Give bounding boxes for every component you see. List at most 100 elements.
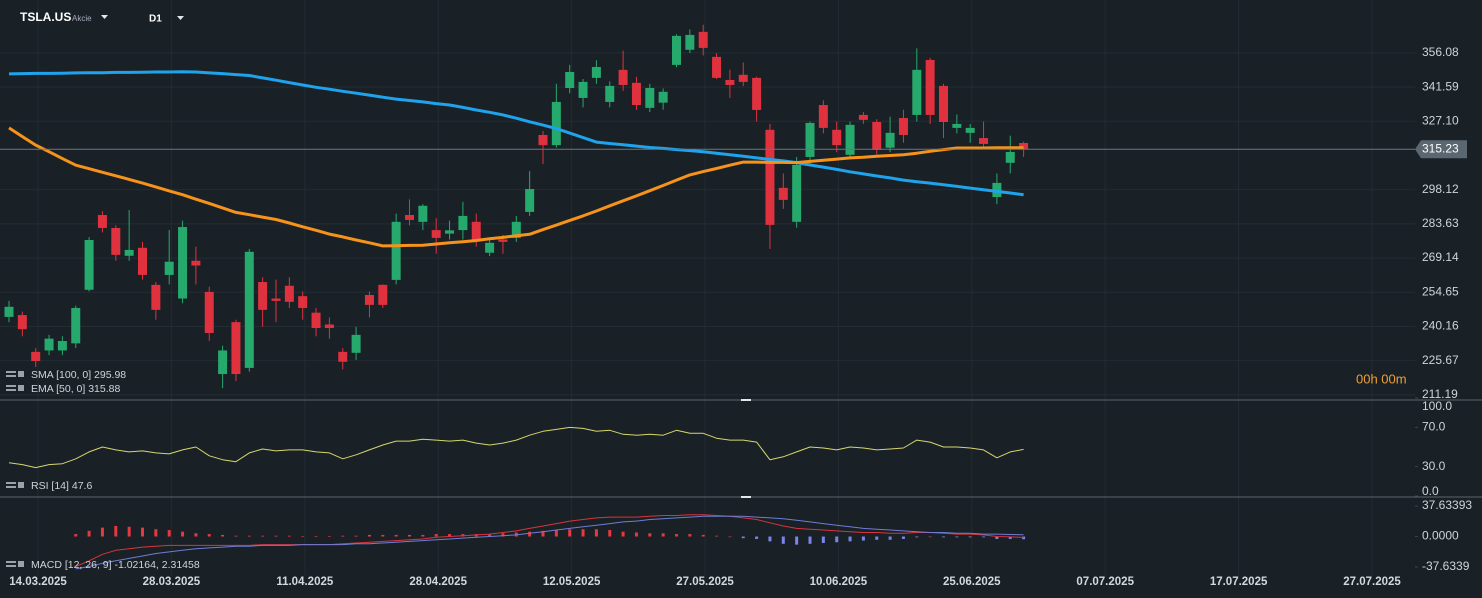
candle-body <box>538 134 548 146</box>
histogram-bar <box>875 536 879 540</box>
candle-body <box>364 294 374 305</box>
histogram-bar <box>367 534 371 537</box>
date-label: 10.06.2025 <box>810 576 868 588</box>
date-label: 27.05.2025 <box>676 576 734 588</box>
candle-body <box>204 291 214 333</box>
candle-body <box>284 285 294 302</box>
indicator-line <box>8 426 1024 469</box>
legend-icon <box>18 561 24 567</box>
overlay: 14.03.2025 28.03.2025 11.04.2025 28.04.2025… <box>6 45 1472 588</box>
histogram-bar <box>648 533 652 537</box>
candle-body <box>752 77 762 110</box>
last-price-tag <box>1415 140 1467 159</box>
timeframe[interactable]: D1 <box>149 14 162 25</box>
pane-handle[interactable] <box>741 399 751 401</box>
candle-body <box>511 221 521 238</box>
histogram-bar <box>701 534 705 537</box>
histogram-bar <box>181 531 185 537</box>
candle-body <box>525 189 535 212</box>
histogram-bar <box>835 536 839 543</box>
candle-body <box>551 101 561 146</box>
candle-body <box>311 312 321 329</box>
histogram-bar <box>394 534 398 537</box>
y-tick-label: 269.14 <box>1422 250 1459 264</box>
candle-body <box>17 315 27 330</box>
candle-body <box>605 85 615 102</box>
candle-body <box>418 205 428 222</box>
histogram-bar <box>488 534 492 537</box>
candle-body <box>97 214 107 228</box>
histogram-bar <box>1008 536 1012 539</box>
y-tick-label: 240.16 <box>1422 319 1459 333</box>
legend-entry: RSI [14] 47.6 <box>31 480 92 492</box>
y-tick-label: 356.08 <box>1422 45 1459 59</box>
histogram-bar <box>675 534 678 537</box>
histogram-bar <box>434 534 438 537</box>
date-label: 07.07.2025 <box>1076 576 1134 588</box>
candle-body <box>31 351 41 362</box>
candle-body <box>1019 143 1029 150</box>
candle-body <box>485 242 495 253</box>
y-tick-label: 283.63 <box>1422 216 1459 230</box>
candle-body <box>44 338 54 351</box>
pane-handle[interactable] <box>741 496 751 498</box>
y-tick-label: 327.10 <box>1422 113 1459 127</box>
candle-body <box>218 350 228 375</box>
symbol[interactable]: TSLA.US <box>20 10 71 24</box>
histogram-bar <box>221 534 225 537</box>
candle-body <box>391 221 401 280</box>
histogram-bar <box>728 536 732 538</box>
candle-body <box>738 74 748 82</box>
timeframe-dropdown[interactable] <box>177 16 184 20</box>
histogram-bar <box>528 531 532 537</box>
candle-body <box>578 81 588 98</box>
indicator-line <box>75 514 1024 567</box>
y-tick-label: 341.59 <box>1422 79 1459 93</box>
candle-body <box>445 230 455 234</box>
histogram-bar <box>581 529 585 537</box>
date-label: 12.05.2025 <box>543 576 601 588</box>
candle-body <box>591 67 601 78</box>
candle-body <box>658 91 668 103</box>
candle-body <box>765 129 775 225</box>
candle-body <box>138 247 147 275</box>
histogram-bar <box>194 533 198 537</box>
candle-body <box>952 123 962 128</box>
histogram-bar <box>715 535 719 537</box>
histogram-bar <box>541 530 545 537</box>
histogram-bar <box>287 535 291 537</box>
candle-body <box>631 82 641 106</box>
histogram-bar <box>341 535 345 537</box>
y-tick-label: 70.0 <box>1422 420 1446 434</box>
candle-body <box>939 85 948 123</box>
y-tick-label: -37.6339 <box>1422 559 1470 573</box>
legend-icon <box>6 561 16 563</box>
candle-body <box>805 122 815 157</box>
symbol-dropdown[interactable] <box>101 15 108 19</box>
candle-body <box>832 129 842 146</box>
histogram-bar <box>901 536 905 539</box>
candle-body <box>324 324 334 329</box>
histogram-bar <box>968 536 972 538</box>
histogram-bar <box>608 530 612 537</box>
histogram-bar <box>768 536 772 542</box>
candle-body <box>298 296 308 308</box>
candle-body <box>858 114 868 120</box>
histogram-bar <box>942 536 945 538</box>
candle-body <box>405 214 414 220</box>
histogram-bar <box>154 529 158 537</box>
histogram-bar <box>915 536 919 538</box>
candle-body <box>471 221 481 240</box>
histogram-bar <box>821 536 825 544</box>
histogram-bar <box>995 536 999 539</box>
instrument-kind: Akcie <box>72 14 92 23</box>
histogram-bar <box>795 536 799 545</box>
histogram-bar <box>501 533 505 537</box>
y-tick-label: 30.0 <box>1422 459 1446 473</box>
last-price-label: 315.23 <box>1422 141 1459 155</box>
date-label: 28.03.2025 <box>143 576 201 588</box>
candle-body <box>458 215 468 231</box>
candle-body <box>872 122 882 150</box>
